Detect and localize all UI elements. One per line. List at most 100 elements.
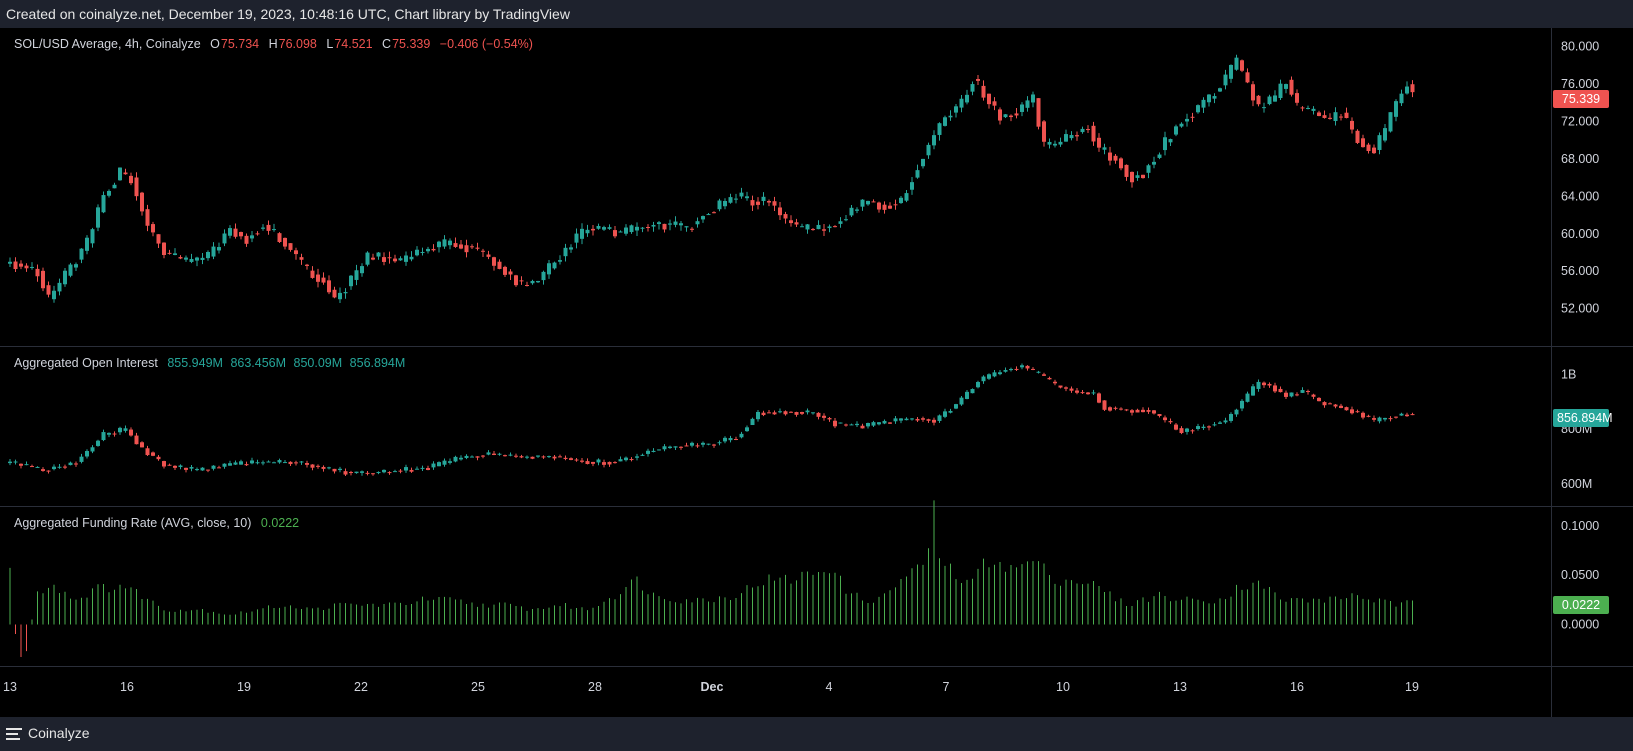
candle-body (261, 227, 265, 229)
candle-body (624, 457, 628, 461)
candle-body (1350, 409, 1354, 414)
candle-body (189, 467, 194, 469)
candle-body (123, 172, 128, 175)
candle-body (690, 228, 694, 230)
y-tick-label: 76.000 (1561, 77, 1599, 91)
candle-body (1053, 381, 1057, 384)
candle-body (376, 471, 381, 474)
candle-body (541, 456, 546, 458)
candle-body (822, 415, 826, 418)
candle-body (1036, 98, 1041, 127)
candle-body (349, 472, 353, 474)
y-tick-label: 0.0000 (1561, 618, 1599, 632)
chart-area[interactable]: 80.000 76.000 72.000 68.000 64.000 60.000 56.0… (0, 28, 1633, 717)
chart-canvas[interactable]: 80.000 76.000 72.000 68.000 64.000 60.000 56.0… (0, 28, 1633, 717)
low-value: 74.521 (334, 37, 373, 51)
candle-body (1289, 79, 1294, 95)
y-tick-label: 1B (1561, 367, 1576, 381)
candle-body (162, 242, 166, 256)
candle-body (415, 468, 419, 470)
menu-icon[interactable] (6, 728, 22, 740)
candle-body (1163, 137, 1167, 151)
candle-body (1141, 409, 1145, 413)
candle-body (184, 467, 188, 470)
candle-body (860, 199, 865, 207)
candle-body (1009, 368, 1013, 371)
candle-body (475, 247, 480, 249)
candle-body (1080, 128, 1085, 133)
candle-body (552, 456, 557, 459)
candle-body (398, 470, 403, 472)
candle-body (1278, 83, 1283, 99)
candle-body (684, 226, 689, 228)
candle-body (849, 424, 854, 426)
candle-body (695, 221, 700, 225)
candle-body (1383, 417, 1387, 420)
candle-body (833, 420, 837, 427)
candle-body (1372, 418, 1376, 420)
candle-body (701, 442, 705, 445)
candle-body (673, 446, 678, 448)
candle-body (1157, 413, 1162, 416)
candle-body (448, 240, 452, 246)
candle-body (1234, 57, 1239, 70)
y-tick-label: 80.000 (1561, 40, 1599, 54)
candle-body (1179, 428, 1184, 434)
candle-body (30, 266, 34, 268)
candle-body (1410, 414, 1415, 416)
x-tick-label: 4 (826, 680, 833, 694)
candle-body (244, 464, 249, 466)
candle-body (371, 473, 375, 475)
x-tick-label: 13 (3, 680, 17, 694)
candle-body (1223, 74, 1228, 86)
oi-high-value: 863.456M (230, 356, 287, 370)
candle-body (470, 456, 474, 458)
candle-body (1113, 155, 1118, 161)
candle-body (283, 237, 287, 247)
candle-body (695, 445, 700, 447)
candle-body (613, 230, 617, 237)
candle-body (783, 214, 788, 219)
funding-legend-title: Aggregated Funding Rate (AVG, close, 10) (14, 516, 252, 530)
y-tick-label: 64.000 (1561, 189, 1599, 203)
candle-body (486, 254, 491, 257)
candle-body (74, 463, 78, 465)
candle-body (211, 246, 216, 257)
candle-body (1152, 410, 1156, 414)
candle-body (1311, 394, 1316, 397)
candle-body (453, 243, 458, 247)
candle-body (1311, 108, 1316, 111)
candle-body (998, 372, 1002, 375)
candle-body (761, 412, 766, 416)
candle-body (789, 411, 793, 413)
candle-body (96, 207, 100, 228)
candle-body (525, 284, 529, 286)
candle-body (745, 196, 749, 199)
candle-body (118, 427, 122, 433)
x-tick-label: 16 (120, 680, 134, 694)
candle-body (211, 465, 216, 469)
candle-body (1361, 412, 1365, 418)
candle-body (1251, 386, 1255, 396)
candle-body (1262, 382, 1266, 386)
candle-body (1212, 96, 1217, 99)
candle-body (1014, 368, 1019, 370)
candle-body (332, 289, 337, 298)
candle-body (833, 226, 837, 228)
candle-body (767, 412, 771, 414)
candle-body (1058, 385, 1063, 388)
candle-body (1207, 94, 1211, 103)
candle-body (1295, 394, 1299, 396)
candle-body (63, 270, 67, 285)
candle-body (910, 182, 914, 190)
candle-body (976, 381, 980, 388)
candle-body (1174, 126, 1178, 135)
candle-body (904, 193, 909, 201)
candle-body (877, 202, 881, 210)
candle-body (294, 250, 298, 255)
candle-body (200, 467, 205, 471)
candle-body (569, 247, 573, 250)
candle-body (866, 422, 870, 427)
candle-body (910, 418, 914, 420)
candle-body (68, 462, 73, 466)
